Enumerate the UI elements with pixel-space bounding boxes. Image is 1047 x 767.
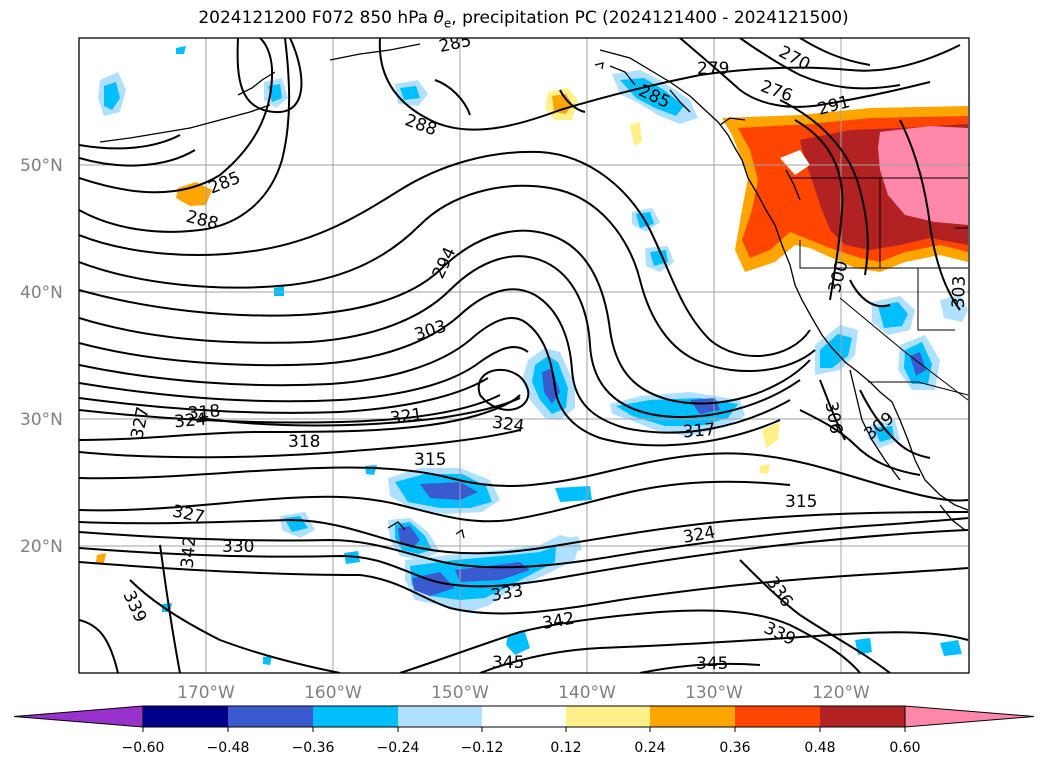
contour-label: 339 (761, 618, 799, 650)
contour-label: 324 (173, 410, 207, 433)
colorbar-extend-low (13, 705, 144, 728)
coastlines (99, 43, 969, 539)
map-title: 2024121200 F072 850 hPa θe, precipitatio… (198, 8, 849, 31)
contour-label: 324 (491, 413, 526, 437)
colorbar-tick-label: 0.36 (719, 740, 750, 756)
political-borders (790, 177, 969, 401)
colorbar-tick-label: 0.60 (889, 740, 920, 756)
colorbar-extend-high (904, 705, 1035, 728)
contour-label: 345 (696, 654, 728, 674)
precip-positive-region (96, 88, 968, 563)
contour-label: 285 (206, 168, 244, 199)
contour-label: 330 (222, 537, 254, 557)
colorbar-tick-label: −0.24 (377, 740, 420, 756)
theta-e-contours (79, 38, 969, 673)
lon-label-160w: 160°W (304, 683, 362, 703)
lat-label-30n: 30°N (20, 410, 63, 430)
contour-label: 315 (785, 492, 817, 512)
contour-label: 336 (762, 573, 797, 611)
colorbar-tick-label: −0.36 (292, 740, 335, 756)
colorbar: −0.60 −0.48 −0.36 −0.24 −0.12 0.12 0.24 … (13, 705, 1035, 756)
contour-label: 294 (429, 244, 461, 282)
graticule (79, 38, 969, 673)
contour-label: 342 (178, 535, 201, 569)
contour-label: 270 (775, 42, 813, 75)
contour-label: 300 (825, 259, 853, 296)
colorbar-segment (228, 706, 313, 727)
lon-label-150w: 150°W (431, 683, 489, 703)
contour-label: 324 (682, 522, 717, 547)
contour-label: 345 (492, 653, 524, 673)
colorbar-segment (143, 706, 228, 727)
lat-label-50n: 50°N (20, 156, 63, 176)
colorbar-tick-label: 0.48 (804, 740, 835, 756)
contour-label: 318 (187, 401, 221, 424)
contour-label: 333 (489, 581, 524, 606)
contour-label: 303 (412, 316, 449, 345)
contour-label: 327 (128, 405, 154, 441)
contour-label: 317 (682, 420, 716, 443)
lat-label-40n: 40°N (20, 283, 63, 303)
lat-label-20n: 20°N (20, 537, 63, 557)
lon-label-120w: 120°W (812, 683, 870, 703)
longitude-labels: 170°W 160°W 150°W 140°W 130°W 120°W (177, 683, 870, 703)
map-frame (78, 37, 970, 674)
colorbar-tick-label: −0.60 (122, 740, 165, 756)
colorbar-segment (735, 706, 820, 727)
colorbar-tick-label: −0.12 (461, 740, 504, 756)
lon-label-140w: 140°W (558, 683, 616, 703)
contour-label: 306 (821, 400, 846, 435)
contour-label: 285 (437, 31, 473, 57)
contour-label: 303 (949, 275, 970, 308)
lon-label-170w: 170°W (177, 683, 235, 703)
contour-label: 288 (402, 110, 439, 140)
contour-label: 279 (697, 59, 729, 79)
colorbar-segment (650, 706, 735, 727)
map-area: 285 288 285 288 294 303 279 270 276 291 … (79, 31, 970, 674)
contour-label: 321 (389, 405, 424, 429)
colorbar-segment (482, 706, 566, 727)
colorbar-segment (820, 706, 905, 727)
colorbar-segment (313, 706, 398, 727)
contour-label: 342 (541, 609, 576, 634)
latitude-labels: 50°N 40°N 30°N 20°N (20, 156, 63, 557)
colorbar-segment (398, 706, 482, 727)
colorbar-frame (142, 705, 906, 728)
contour-label: 315 (414, 450, 446, 470)
lon-label-130w: 130°W (685, 683, 743, 703)
colorbar-tick-label: 0.12 (550, 740, 581, 756)
contour-label: 318 (288, 432, 320, 452)
colorbar-tick-label: −0.48 (207, 740, 250, 756)
colorbar-segment (566, 706, 650, 727)
colorbar-tick-label: 0.24 (634, 740, 665, 756)
